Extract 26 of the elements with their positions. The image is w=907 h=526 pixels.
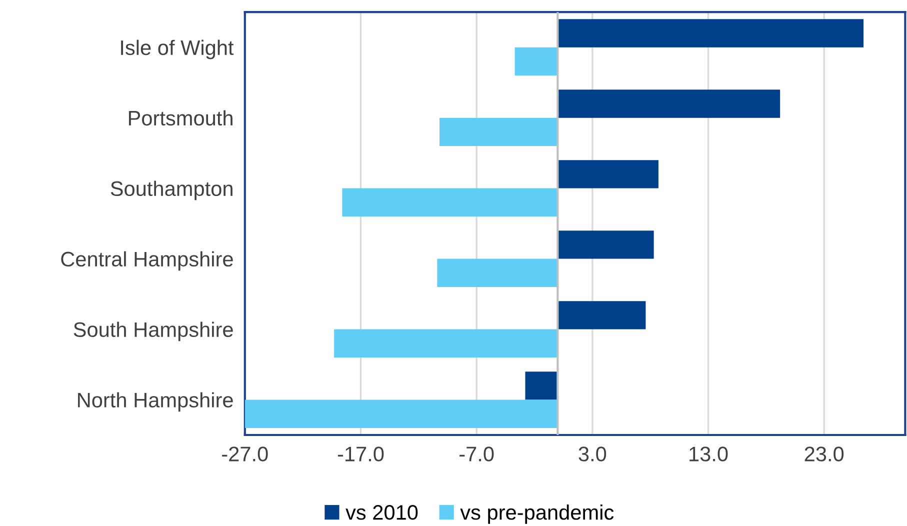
y-tick-label: North Hampshire — [78, 392, 233, 412]
x-tick-label: -17.0 — [338, 446, 384, 462]
legend-label: vs 2010 — [346, 505, 418, 520]
bar — [558, 230, 654, 259]
bar — [558, 19, 864, 48]
bar — [558, 160, 658, 188]
x-tick-label: -7.0 — [460, 446, 494, 462]
bar — [558, 301, 646, 330]
x-tick-label: 3.0 — [578, 446, 606, 462]
bar — [558, 90, 780, 118]
y-tick-label: Central Hampshire — [61, 251, 233, 271]
legend-label: vs pre-pandemic — [460, 504, 614, 524]
bar — [342, 188, 558, 216]
bar — [437, 258, 558, 287]
y-tick-label: South Hampshire — [74, 322, 233, 342]
bar — [525, 372, 558, 400]
bar — [514, 47, 558, 76]
bar — [440, 118, 558, 146]
x-tick-label: 23.0 — [804, 446, 844, 462]
y-tick-label: Isle of Wight — [121, 40, 234, 60]
y-tick-label: Portsmouth — [128, 110, 232, 126]
bar — [244, 400, 558, 428]
x-tick-label: -27.0 — [222, 446, 268, 462]
bar — [334, 329, 558, 358]
x-tick-label: 13.0 — [690, 446, 728, 462]
y-tick-label: Southampton — [110, 180, 232, 200]
